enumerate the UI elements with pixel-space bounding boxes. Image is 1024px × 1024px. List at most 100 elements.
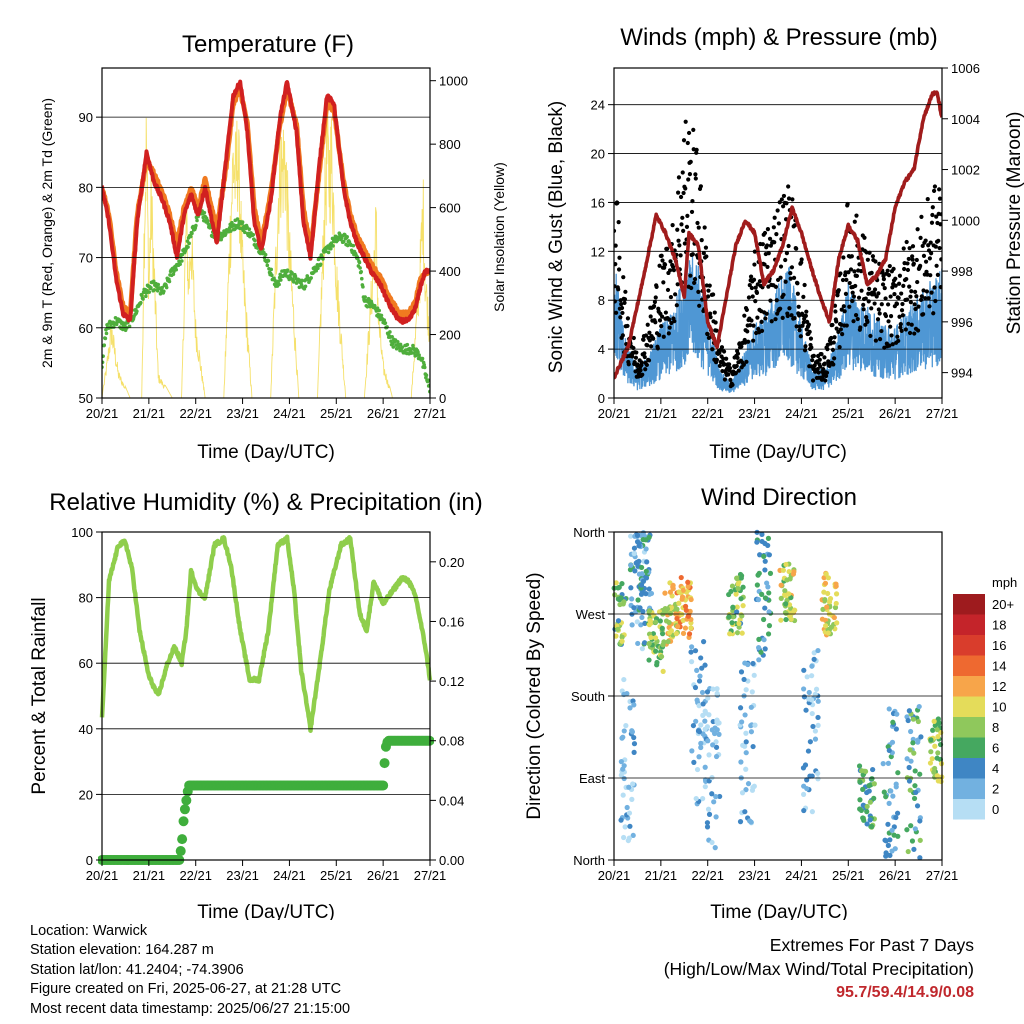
gust-point: [843, 270, 848, 275]
direction-point: [698, 744, 704, 751]
gust-point: [901, 246, 906, 251]
ytick-label-3-0: North: [573, 853, 605, 868]
direction-point: [620, 792, 626, 798]
direction-point: [867, 799, 873, 805]
gust-point: [625, 316, 631, 321]
gust-point: [894, 301, 900, 306]
direction-point: [735, 586, 741, 592]
ytick-label-0-4: 90: [79, 110, 93, 125]
gust-point: [702, 225, 707, 230]
dewpoint-point: [323, 249, 328, 254]
direction-point: [783, 610, 789, 616]
direction-point: [730, 604, 736, 610]
gust-point: [674, 303, 679, 308]
gust-point: [900, 313, 905, 318]
gust-point: [830, 347, 835, 352]
direction-point: [639, 646, 645, 652]
gust-point: [684, 224, 690, 229]
gust-point: [829, 335, 834, 341]
direction-point: [815, 714, 821, 721]
wind-ylabel: Sonic Wind & Gust (Blue, Black): [546, 101, 567, 373]
direction-point: [702, 718, 708, 724]
gust-point: [899, 308, 905, 313]
gust-point: [711, 292, 716, 297]
direction-point: [831, 614, 837, 621]
dewpoint-point: [270, 273, 274, 278]
gust-point: [667, 268, 673, 273]
dewpoint-point: [359, 269, 364, 274]
direction-point: [871, 795, 877, 801]
direction-point: [702, 764, 708, 770]
gust-point: [888, 294, 893, 299]
gust-point: [735, 355, 740, 360]
gust-point: [714, 357, 719, 362]
gust-point: [760, 242, 765, 247]
direction-point: [887, 852, 893, 859]
gust-point: [938, 222, 942, 227]
ytick-label-0-3: 80: [79, 180, 93, 195]
gust-point: [879, 302, 884, 307]
gust-point: [905, 267, 911, 273]
gust-point: [936, 238, 941, 243]
direction-point: [890, 719, 896, 725]
direction-point: [786, 568, 792, 575]
direction-point: [713, 739, 719, 745]
dewpoint-point: [420, 356, 425, 361]
gust-point: [906, 321, 911, 326]
dewpoint-point: [391, 345, 396, 349]
gust-point: [750, 294, 755, 299]
direction-point: [624, 804, 630, 811]
gust-point: [795, 291, 800, 296]
gust-point: [792, 223, 798, 228]
gust-point: [759, 328, 765, 333]
gust-point: [902, 266, 907, 272]
gust-point: [696, 225, 701, 230]
rain-point: [181, 795, 192, 806]
station-info: Location: Warwick Station elevation: 164…: [30, 922, 350, 1019]
direction-point: [783, 601, 789, 607]
direction-point: [759, 531, 765, 537]
direction-point: [706, 752, 712, 758]
dewpoint-point: [102, 354, 105, 358]
dewpoint-point: [103, 336, 108, 341]
direction-point: [815, 647, 821, 654]
gust-point: [819, 352, 824, 357]
direction-point: [631, 545, 638, 551]
gust-point: [634, 350, 639, 355]
gust-point: [615, 200, 620, 206]
direction-point: [630, 698, 636, 704]
gust-point: [886, 273, 892, 278]
direction-point: [714, 690, 720, 697]
gust-point: [909, 322, 914, 327]
ytick-label-3-1: East: [579, 771, 605, 786]
gust-point: [714, 328, 719, 333]
direction-point: [916, 703, 922, 710]
direction-point: [699, 689, 706, 696]
direction-point: [750, 660, 756, 667]
direction-point: [917, 818, 923, 824]
direction-point: [883, 850, 889, 856]
dewpoint-point: [318, 262, 323, 267]
rain-point: [379, 758, 390, 769]
gust-point: [676, 175, 682, 180]
direction-point: [705, 806, 712, 812]
gust-point: [863, 296, 868, 301]
direction-point: [864, 821, 870, 827]
extremes-subheading: (High/Low/Max Wind/Total Precipitation): [663, 959, 974, 979]
direction-point: [742, 809, 748, 815]
direction-point: [891, 832, 897, 838]
dewpoint-point: [205, 219, 210, 223]
gust-point: [701, 251, 706, 256]
direction-point: [622, 824, 628, 830]
direction-point: [700, 796, 706, 802]
xtick-label-1-3: 23/21: [738, 406, 771, 421]
direction-point: [871, 781, 877, 787]
legend-swatch-10: [953, 799, 985, 820]
gust-point: [683, 119, 688, 124]
gust-point: [708, 311, 713, 316]
gust-point: [909, 289, 914, 294]
gust-point: [824, 373, 829, 379]
gust-point: [831, 340, 836, 345]
direction-point: [639, 564, 645, 571]
direction-point: [801, 807, 807, 814]
